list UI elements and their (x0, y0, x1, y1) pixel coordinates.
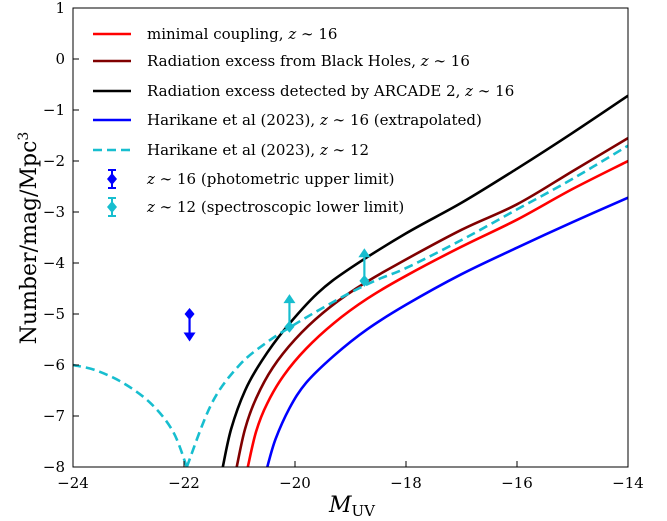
lower-limit-point-2-marker (359, 274, 370, 287)
y-tick-label: 0 (55, 50, 65, 68)
upper-limit-point (183, 308, 196, 342)
x-tick-label: −20 (279, 474, 311, 492)
x-tick-label: −14 (612, 474, 644, 492)
legend-marker-2 (107, 201, 117, 213)
x-axis-ticks: −24 −22 −20 −18 −16 −14 (57, 461, 644, 492)
y-tick-label: 1 (55, 0, 65, 17)
x-tick-label: −22 (168, 474, 200, 492)
legend: minimal coupling, z ∼ 16 Radiation excess… (93, 25, 514, 217)
legend-label-1: minimal coupling, z ∼ 16 (147, 25, 337, 43)
legend-label-4: Harikane et al (2023), z ∼ 16 (extrapola… (147, 111, 482, 129)
x-tick-label: −18 (390, 474, 422, 492)
series-layer (73, 94, 628, 467)
x-tick-label: −16 (501, 474, 533, 492)
series-line-5-upper-branch (185, 144, 628, 467)
points-layer (183, 248, 371, 342)
x-tick-label: −24 (57, 474, 89, 492)
legend-label-5: Harikane et al (2023), z ∼ 12 (147, 141, 369, 159)
lower-limit-point-2-arrowhead (358, 248, 371, 258)
series-line-1 (246, 159, 628, 467)
y-tick-label: −1 (43, 101, 65, 119)
y-tick-label: −4 (43, 254, 65, 272)
upper-limit-point-marker (184, 308, 195, 320)
y-tick-label: −6 (43, 356, 65, 374)
upper-limit-point-arrowhead (183, 332, 196, 342)
y-axis-label: Number/mag/Mpc3 (16, 132, 42, 345)
series-line-3 (221, 94, 628, 467)
lower-limit-point-2 (358, 248, 371, 287)
lower-limit-point-1-marker (284, 320, 295, 333)
legend-point-label-2: z ∼ 12 (spectroscopic lower limit) (146, 198, 404, 216)
y-axis-ticks: −8 −7 −6 −5 −4 −3 −2 −1 0 1 (43, 0, 79, 476)
legend-point-label-1: z ∼ 16 (photometric upper limit) (146, 170, 395, 188)
y-tick-label: −2 (43, 152, 65, 170)
y-tick-label: −8 (43, 458, 65, 476)
legend-label-2: Radiation excess from Black Holes, z ∼ 1… (147, 52, 470, 70)
series-line-5 (73, 363, 189, 467)
series-line-4 (266, 196, 628, 467)
plot-frame (72, 7, 629, 468)
y-tick-label: −3 (43, 203, 65, 221)
y-tick-label: −5 (43, 305, 65, 323)
y-tick-label: −7 (43, 407, 65, 425)
lower-limit-point-1 (283, 294, 296, 333)
lower-limit-point-1-arrowhead (283, 294, 296, 304)
legend-marker-1 (107, 173, 117, 185)
legend-label-3: Radiation excess detected by ARCADE 2, z… (147, 82, 514, 100)
